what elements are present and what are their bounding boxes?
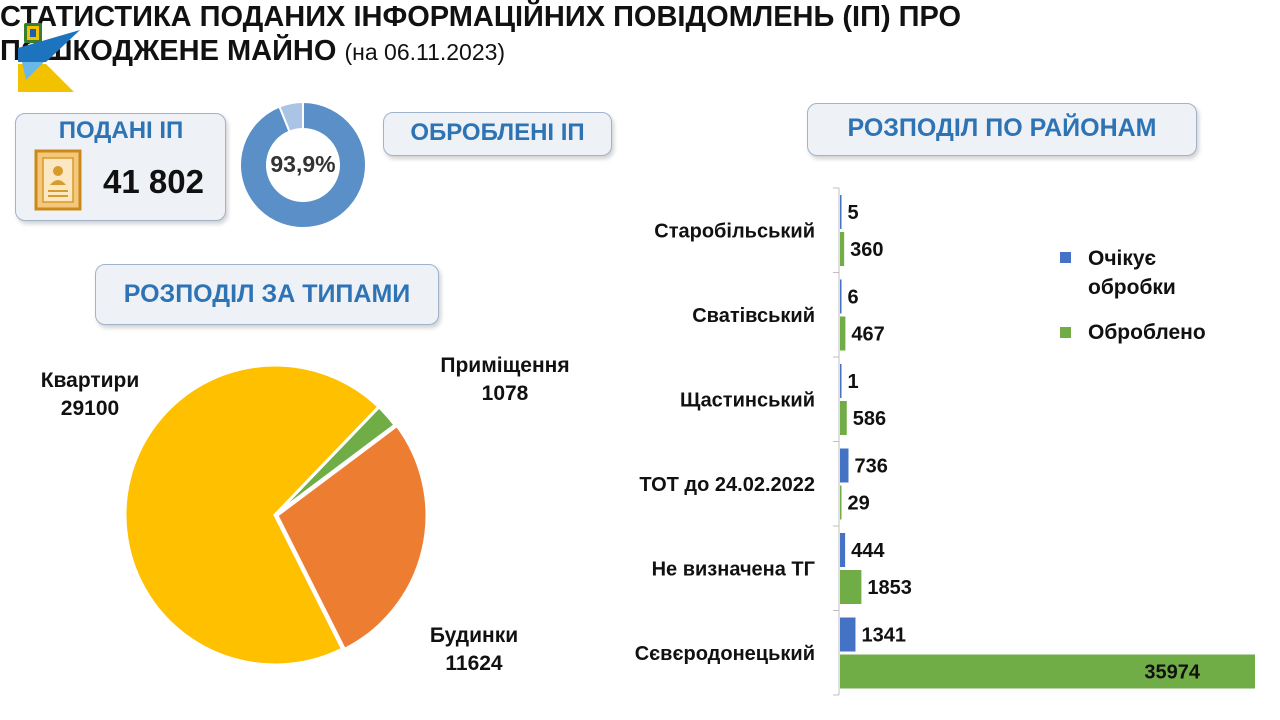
bar-pending — [840, 279, 842, 314]
processed-donut — [238, 100, 368, 230]
pie-label-houses-value: 11624 — [445, 652, 503, 675]
bar-processed-label: 35974 — [1144, 662, 1200, 684]
bar-processed-label: 360 — [850, 239, 883, 261]
types-heading-card — [95, 264, 439, 325]
bar-pending — [840, 533, 846, 567]
bar-pending-label: 5 — [848, 202, 859, 224]
bar-pending-label: 444 — [851, 540, 885, 562]
title-date: (на 06.11.2023) — [344, 39, 506, 65]
processed-label: ОБРОБЛЕНІ ІП — [410, 119, 585, 146]
legend-label-processed: Оброблено — [1088, 321, 1206, 344]
pie-label-houses-name: Будинки — [429, 624, 519, 647]
districts-bar-chart: Старобільський 5 360 Сватівський 6 467 Щастинс… — [600, 180, 1280, 700]
bar-processed-label: 29 — [848, 493, 870, 515]
bar-processed — [840, 401, 847, 435]
logo — [18, 22, 80, 94]
legend: Очікує обробки Оброблено — [1060, 244, 1260, 358]
category-label: ТОТ до 24.02.2022 — [639, 474, 815, 496]
submitted-value: 41 802 — [103, 163, 204, 200]
bar-pending — [840, 195, 842, 229]
category-label: Не визначена ТГ — [652, 558, 815, 580]
bar-processed — [840, 485, 842, 520]
types-pie-chart — [110, 350, 440, 680]
submitted-card — [15, 113, 226, 221]
submitted-label: ПОДАНІ ІП — [58, 117, 184, 144]
pie-label-premises: Приміщення 1078 — [420, 352, 590, 408]
pie-label-apartments-value: 29100 — [60, 397, 120, 420]
bar-processed — [840, 232, 845, 266]
legend-label-pending: Очікує обробки — [1088, 247, 1176, 299]
bar-pending — [840, 364, 842, 398]
bar-processed-label: 586 — [853, 408, 886, 430]
donut-remaining-slice — [278, 100, 304, 133]
document-icon — [34, 149, 82, 211]
bar-processed-label: 1853 — [867, 577, 912, 599]
donut-processed-slice — [239, 100, 367, 229]
category-label: Сєвєродонецький — [635, 643, 815, 665]
pie-label-premises-value: 1078 — [481, 382, 529, 405]
legend-swatch-pending — [1060, 252, 1071, 263]
pie-slice-houses — [275, 423, 429, 652]
category-label: Сватівський — [692, 305, 815, 327]
bar-processed — [840, 570, 862, 604]
category-label: Старобільський — [654, 220, 815, 242]
bar-pending — [840, 448, 849, 483]
page-title: СТАТИСТИКА ПОДАНИХ ІНФОРМАЦІЙНИХ ПОВІДОМ… — [0, 0, 1000, 69]
bar-pending — [840, 617, 856, 652]
pie-label-apartments: Квартири 29100 — [20, 367, 160, 423]
bar-processed — [840, 654, 1255, 689]
bar-pending-label: 1341 — [861, 625, 906, 647]
districts-heading: РОЗПОДІЛ ПО РАЙОНАМ — [847, 114, 1157, 142]
bar-pending-label: 736 — [854, 456, 887, 478]
types-heading: РОЗПОДІЛ ЗА ТИПАМИ — [123, 280, 411, 308]
pie-slice-apartments — [123, 363, 382, 667]
bar-pending-label: 1 — [848, 371, 859, 393]
bar-pending-label: 6 — [848, 287, 859, 309]
pie-label-premises-name: Приміщення — [440, 354, 570, 377]
legend-swatch-processed — [1060, 327, 1071, 338]
pie-label-apartments-name: Квартири — [40, 369, 140, 392]
processed-card — [383, 112, 612, 156]
processed-percent: 93,9% — [270, 151, 336, 177]
bar-processed — [840, 316, 846, 351]
category-label: Щастинський — [680, 389, 815, 411]
bar-processed-label: 467 — [851, 324, 884, 346]
title-line-1: СТАТИСТИКА ПОДАНИХ ІНФОРМАЦІЙНИХ ПОВІДОМ… — [0, 1, 962, 33]
districts-heading-card — [807, 103, 1197, 156]
pie-label-houses: Будинки 11624 — [404, 622, 544, 678]
